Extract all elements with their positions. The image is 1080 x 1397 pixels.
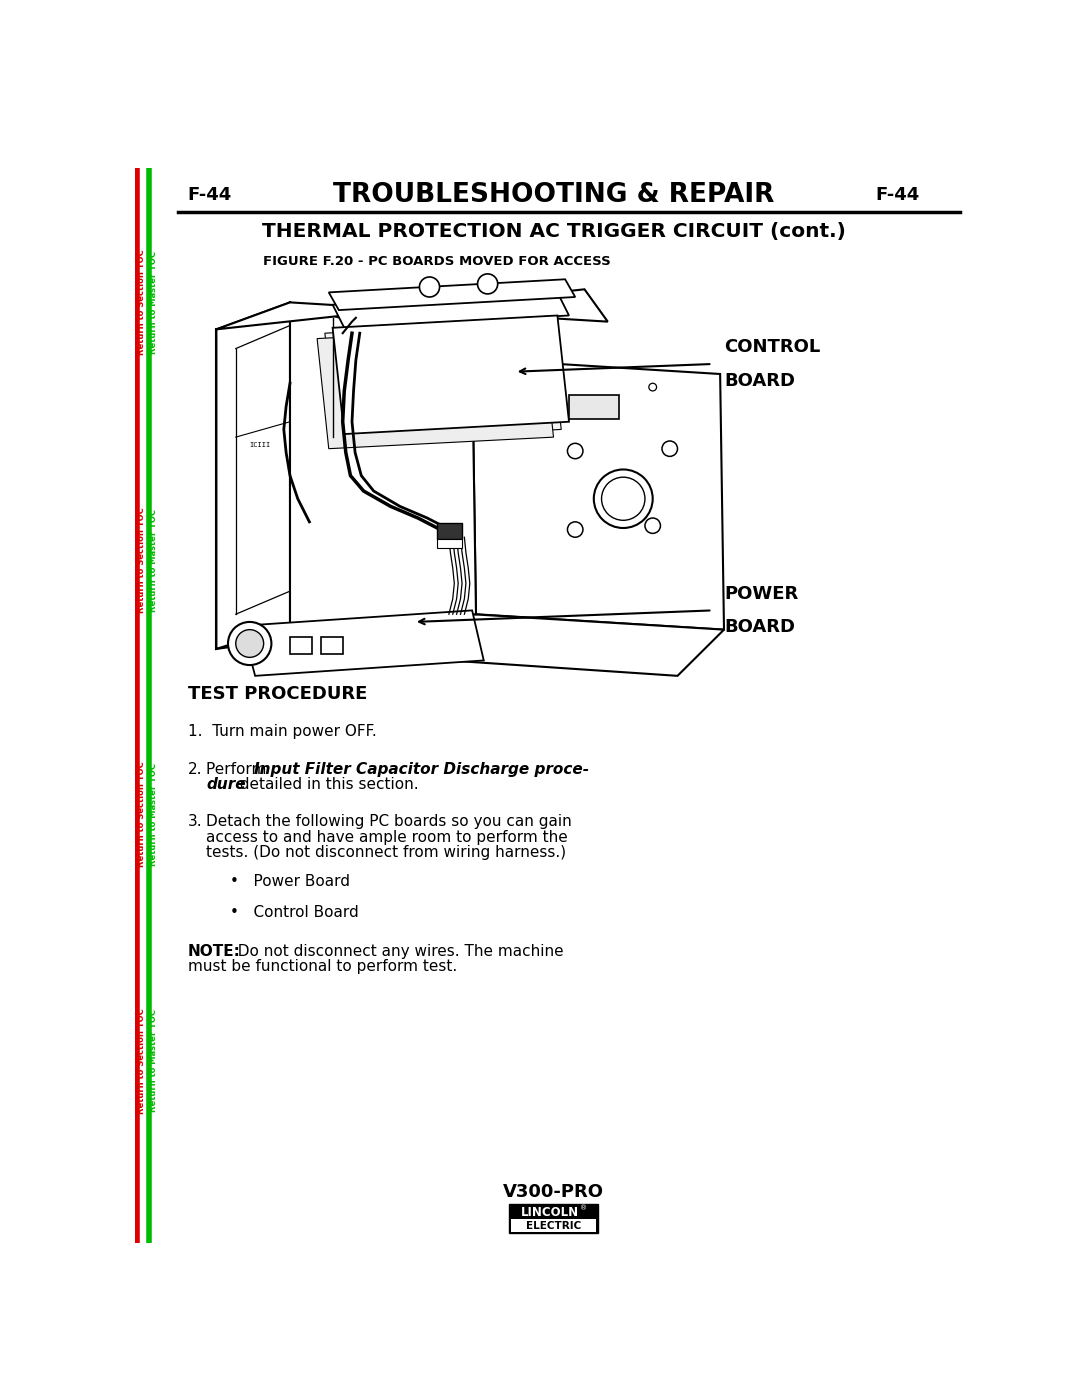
Bar bbox=[437, 524, 462, 539]
Text: access to and have ample room to perform the: access to and have ample room to perform… bbox=[206, 830, 568, 845]
Polygon shape bbox=[426, 615, 724, 676]
Circle shape bbox=[419, 277, 440, 298]
Text: Return to Master TOC: Return to Master TOC bbox=[149, 509, 158, 612]
Text: THERMAL PROTECTION AC TRIGGER CIRCUIT (cont.): THERMAL PROTECTION AC TRIGGER CIRCUIT (c… bbox=[261, 222, 846, 242]
Polygon shape bbox=[333, 316, 569, 434]
Text: BOARD: BOARD bbox=[724, 617, 795, 636]
Text: Return to Section TOC: Return to Section TOC bbox=[137, 507, 146, 613]
Text: LINCOLN: LINCOLN bbox=[521, 1206, 579, 1220]
Text: F-44: F-44 bbox=[875, 186, 919, 204]
Text: V300-PRO: V300-PRO bbox=[503, 1183, 604, 1201]
Circle shape bbox=[649, 383, 657, 391]
Polygon shape bbox=[325, 321, 562, 441]
Text: ®: ® bbox=[580, 1206, 588, 1211]
Text: ELECTRIC: ELECTRIC bbox=[526, 1221, 581, 1231]
Bar bbox=[321, 637, 342, 654]
Text: Return to Master TOC: Return to Master TOC bbox=[149, 251, 158, 353]
Polygon shape bbox=[472, 359, 724, 630]
Text: 2.: 2. bbox=[188, 763, 202, 777]
Text: TROUBLESHOOTING & REPAIR: TROUBLESHOOTING & REPAIR bbox=[333, 182, 774, 208]
Bar bbox=[511, 1206, 596, 1220]
Bar bbox=[437, 539, 462, 548]
Polygon shape bbox=[216, 302, 291, 648]
Bar bbox=[291, 637, 312, 654]
Text: POWER: POWER bbox=[724, 585, 798, 602]
Bar bbox=[511, 1220, 596, 1232]
Bar bbox=[510, 1204, 597, 1234]
Circle shape bbox=[662, 441, 677, 457]
Polygon shape bbox=[216, 289, 608, 330]
Text: Input Filter Capacitor Discharge proce-: Input Filter Capacitor Discharge proce- bbox=[255, 763, 590, 777]
Text: ICIII: ICIII bbox=[249, 441, 271, 448]
Text: dure: dure bbox=[206, 778, 246, 792]
Text: Return to Section TOC: Return to Section TOC bbox=[137, 250, 146, 355]
Text: must be functional to perform test.: must be functional to perform test. bbox=[188, 960, 457, 974]
Text: FIGURE F.20 - PC BOARDS MOVED FOR ACCESS: FIGURE F.20 - PC BOARDS MOVED FOR ACCESS bbox=[264, 256, 611, 268]
Circle shape bbox=[477, 274, 498, 293]
Text: Detach the following PC boards so you can gain: Detach the following PC boards so you ca… bbox=[206, 814, 572, 830]
Circle shape bbox=[567, 443, 583, 458]
Text: Do not disconnect any wires. The machine: Do not disconnect any wires. The machine bbox=[228, 944, 564, 958]
Text: CONTROL: CONTROL bbox=[724, 338, 820, 356]
Text: 1.  Turn main power OFF.: 1. Turn main power OFF. bbox=[188, 724, 377, 739]
Bar bbox=[569, 395, 619, 419]
Text: •   Control Board: • Control Board bbox=[230, 905, 359, 921]
Text: Perform: Perform bbox=[206, 763, 271, 777]
Text: Return to Master TOC: Return to Master TOC bbox=[149, 1010, 158, 1112]
Text: TEST PROCEDURE: TEST PROCEDURE bbox=[188, 685, 367, 703]
Circle shape bbox=[602, 478, 645, 520]
Circle shape bbox=[594, 469, 652, 528]
Polygon shape bbox=[291, 302, 476, 626]
Text: Return to Section TOC: Return to Section TOC bbox=[137, 1009, 146, 1113]
Circle shape bbox=[645, 518, 661, 534]
Text: Return to Section TOC: Return to Section TOC bbox=[137, 761, 146, 868]
Polygon shape bbox=[318, 327, 554, 448]
Text: detailed in this section.: detailed in this section. bbox=[230, 778, 419, 792]
Polygon shape bbox=[242, 610, 484, 676]
Text: •   Power Board: • Power Board bbox=[230, 875, 350, 890]
Text: Return to Master TOC: Return to Master TOC bbox=[149, 763, 158, 866]
Text: NOTE:: NOTE: bbox=[188, 944, 241, 958]
Text: BOARD: BOARD bbox=[724, 372, 795, 390]
Circle shape bbox=[567, 522, 583, 538]
Circle shape bbox=[228, 622, 271, 665]
Text: 3.: 3. bbox=[188, 814, 202, 830]
Polygon shape bbox=[328, 279, 576, 310]
Circle shape bbox=[235, 630, 264, 658]
Text: tests. (Do not disconnect from wiring harness.): tests. (Do not disconnect from wiring ha… bbox=[206, 845, 566, 861]
Polygon shape bbox=[333, 292, 569, 328]
Text: F-44: F-44 bbox=[188, 186, 232, 204]
